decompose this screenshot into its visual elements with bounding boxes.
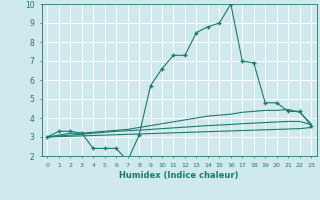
X-axis label: Humidex (Indice chaleur): Humidex (Indice chaleur): [119, 171, 239, 180]
